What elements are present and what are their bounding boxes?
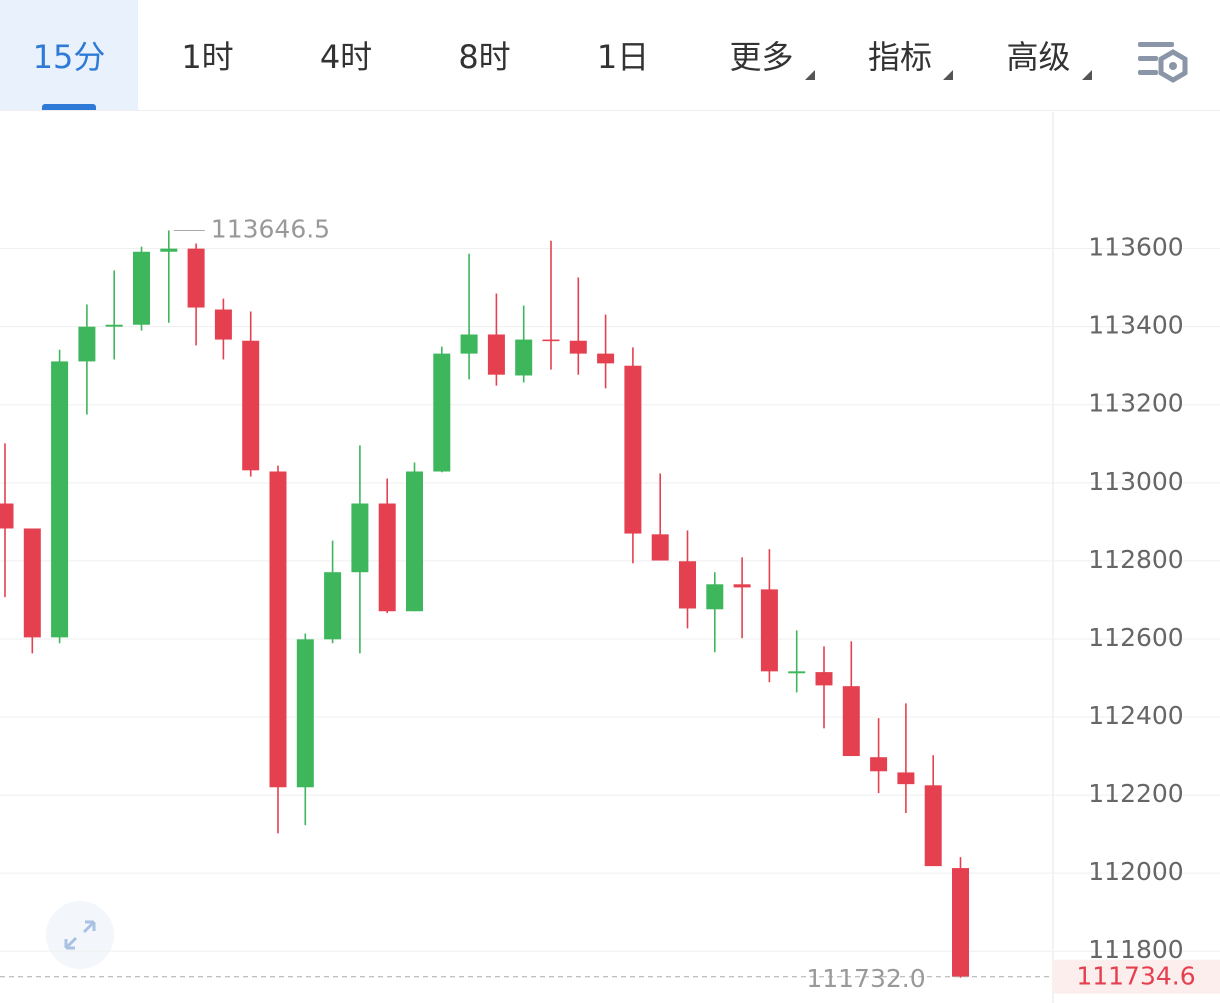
candle-body — [324, 572, 342, 640]
y-tick-label: 112600 — [1088, 623, 1183, 652]
timeframe-tab[interactable]: 4时 — [277, 0, 415, 110]
dropdown-arrow — [943, 70, 953, 80]
candle-body — [406, 471, 423, 612]
settings-icon[interactable] — [1138, 42, 1188, 83]
candle-body — [105, 324, 123, 327]
tab-label: 1时 — [181, 38, 234, 76]
y-tick-label: 113000 — [1088, 467, 1183, 496]
tab-label: 8时 — [458, 38, 511, 76]
candle-body — [897, 772, 915, 785]
candle-body — [679, 561, 696, 609]
tab-label: 4时 — [319, 38, 373, 76]
last-price-tag — [1053, 959, 1220, 994]
candle-body — [870, 757, 888, 772]
candle-body — [760, 589, 778, 672]
candle-body — [214, 309, 232, 340]
timeframe-tab[interactable]: 1日 — [554, 0, 692, 110]
candle-body — [542, 339, 560, 342]
tab-label: 1日 — [596, 38, 650, 76]
dropdown-arrow — [804, 70, 815, 80]
last-price-label: 111734.6 — [1076, 962, 1195, 991]
candle-body — [378, 503, 396, 612]
candle-body — [296, 639, 314, 788]
candle-body — [487, 334, 505, 375]
timeframe-tab[interactable]: 8时 — [416, 0, 554, 110]
timeframe-tab[interactable]: 高级 — [970, 0, 1108, 110]
grid — [0, 248, 1220, 952]
y-tick-label: 111800 — [1088, 935, 1183, 964]
toolbar: 15分 1时 4时 8时 1日 更多 指标 高级 — [0, 0, 1220, 111]
candle-body — [433, 353, 451, 472]
candle-body — [624, 365, 642, 534]
candle-body — [51, 361, 69, 638]
timeframe-tab[interactable]: 15分 — [0, 0, 138, 110]
candle-body — [597, 353, 615, 364]
candle-body — [160, 248, 178, 252]
y-tick-label: 112200 — [1088, 779, 1183, 808]
candle-body — [788, 671, 806, 674]
candle-body — [515, 339, 533, 376]
dropdown-arrow — [1081, 70, 1092, 80]
candle-body — [351, 503, 369, 573]
timeframe-tab[interactable]: 更多 — [693, 0, 831, 110]
candle-body — [706, 584, 724, 610]
candle-body — [733, 584, 751, 588]
y-tick-label: 112800 — [1088, 545, 1183, 574]
candle-body — [569, 340, 587, 354]
tab-label: 更多 — [729, 38, 794, 76]
candle-body — [924, 785, 942, 867]
y-tick-label: 112400 — [1088, 701, 1183, 730]
max-label: 113646.5 — [211, 214, 330, 243]
timeframe-tab[interactable]: 指标 — [831, 0, 969, 110]
min-label: 111732.0 — [806, 964, 925, 993]
candle-body — [0, 503, 14, 529]
candle-body — [242, 340, 260, 471]
candle-body — [133, 251, 150, 325]
tab-label: 指标 — [867, 38, 932, 76]
y-tick-label: 112000 — [1088, 857, 1183, 886]
timeframe-tab[interactable]: 1时 — [139, 0, 277, 110]
tab-label: 15分 — [32, 38, 106, 76]
candle-body — [460, 334, 478, 354]
expand-button[interactable] — [46, 901, 114, 969]
y-tick-label: 113600 — [1088, 233, 1183, 262]
candle-body — [651, 534, 669, 561]
candle-body — [78, 326, 96, 362]
tab-label: 高级 — [1006, 38, 1071, 76]
y-tick-label: 113200 — [1088, 389, 1183, 418]
candle-body — [187, 248, 205, 308]
candle-body — [952, 868, 969, 977]
candle-body — [23, 528, 41, 638]
candle-body — [269, 471, 287, 788]
candle-body — [815, 672, 833, 686]
candle-body — [842, 686, 860, 757]
y-tick-label: 113400 — [1088, 311, 1183, 340]
